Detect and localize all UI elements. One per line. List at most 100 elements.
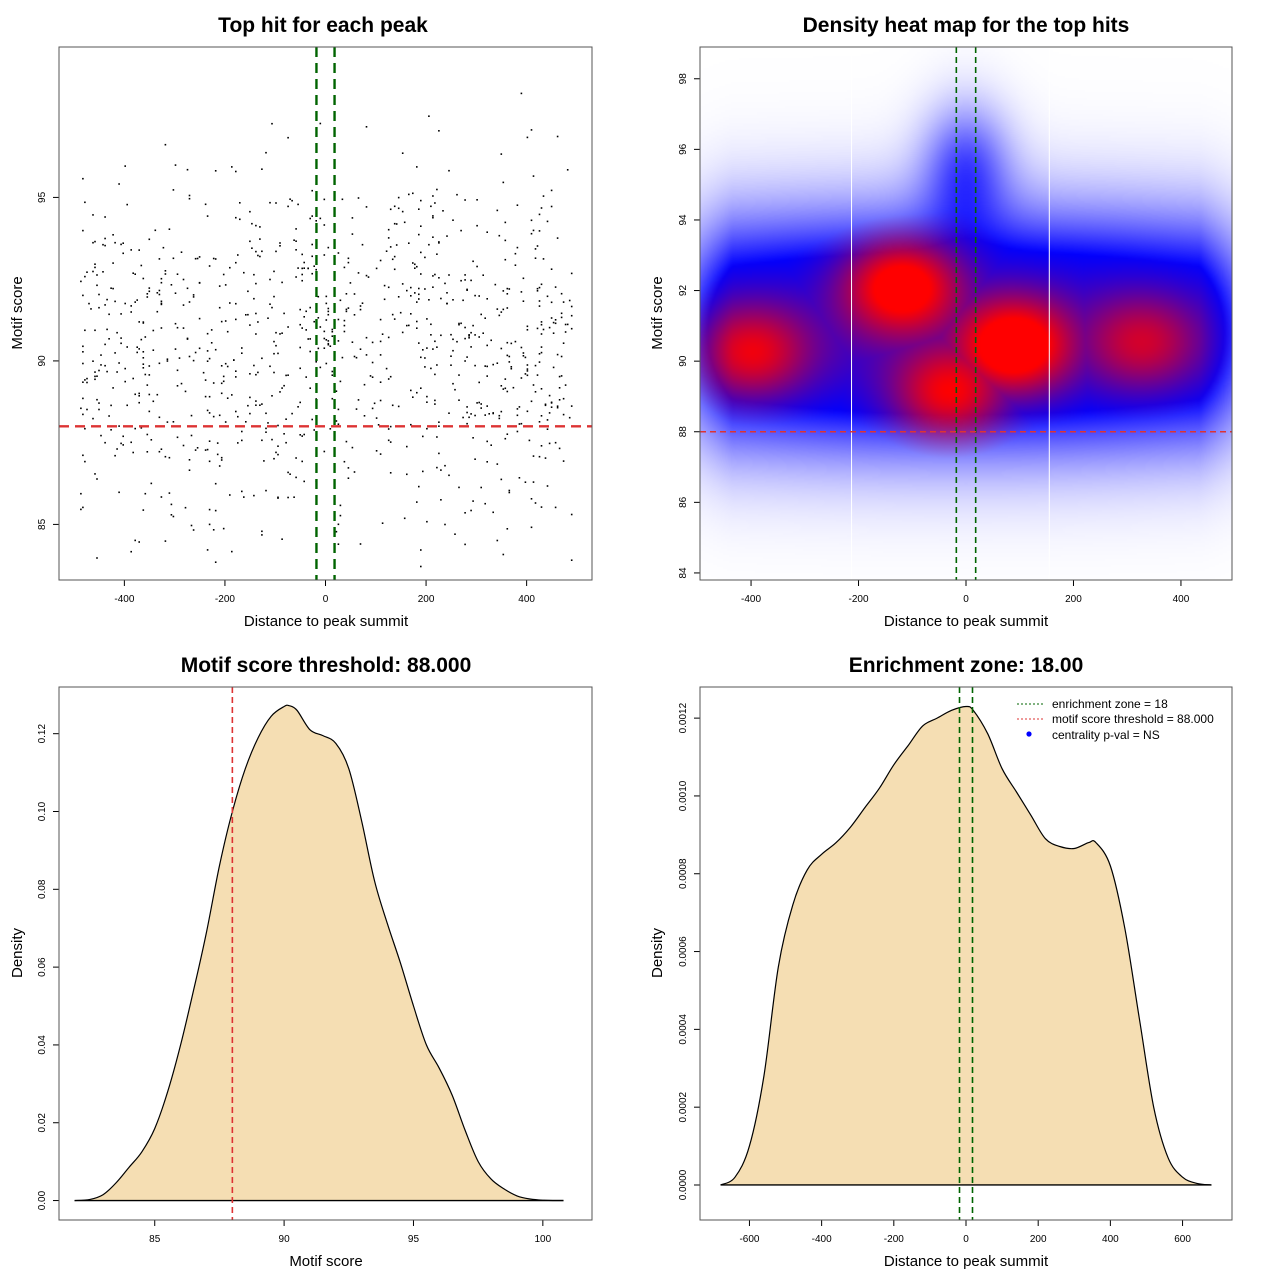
scatter-point	[446, 302, 448, 305]
y-tick-label: 0.0000	[678, 1169, 689, 1200]
scatter-point	[84, 379, 86, 381]
scatter-point	[208, 508, 211, 511]
y-tick-label: 85	[37, 518, 48, 530]
scatter-point	[438, 277, 440, 279]
scatter-point	[194, 449, 197, 451]
scatter-point	[440, 469, 442, 471]
scatter-point	[440, 334, 442, 337]
scatter-point	[369, 375, 372, 377]
scatter-point	[192, 529, 195, 531]
scatter-point	[279, 333, 281, 335]
scatter-point	[383, 284, 386, 287]
scatter-point	[243, 496, 245, 498]
scatter-point	[410, 423, 412, 426]
scatter-point	[206, 360, 209, 362]
scatter-point	[393, 205, 396, 208]
scatter-point	[273, 340, 275, 343]
scatter-point	[492, 363, 494, 366]
scatter-point	[295, 240, 297, 242]
scatter-point	[287, 471, 289, 474]
scatter-point	[229, 302, 231, 304]
scatter-point	[126, 203, 128, 206]
scatter-point	[554, 441, 557, 444]
scatter-point	[568, 299, 571, 302]
scatter-point	[138, 401, 140, 404]
scatter-point	[295, 249, 297, 251]
scatter-point	[526, 329, 529, 331]
density-area	[720, 706, 1212, 1185]
scatter-point	[526, 325, 529, 328]
scatter-point	[160, 327, 163, 329]
scatter-point	[498, 234, 501, 237]
scatter-point	[486, 344, 488, 347]
scatter-point	[311, 215, 313, 217]
scatter-point	[156, 310, 159, 313]
scatter-point	[190, 414, 193, 417]
scatter-point	[486, 365, 488, 368]
scatter-point	[148, 374, 151, 376]
scatter-point	[285, 418, 287, 420]
scatter-point	[206, 409, 209, 412]
scatter-point	[478, 336, 480, 338]
scatter-point	[504, 378, 507, 380]
scatter-point	[464, 326, 466, 329]
scatter-point	[544, 457, 547, 459]
scatter-point	[160, 300, 163, 303]
scatter-point	[261, 403, 263, 405]
scatter-point	[460, 322, 462, 325]
scatter-point	[540, 445, 543, 447]
scatter-point	[420, 251, 422, 254]
scatter-point	[277, 445, 279, 447]
scatter-point	[556, 405, 559, 407]
y-tick-label: 0.0004	[678, 1014, 689, 1045]
scatter-point	[118, 362, 120, 364]
scatter-point	[96, 557, 98, 559]
scatter-point	[281, 281, 283, 284]
scatter-point	[375, 450, 378, 452]
scatter-point	[164, 455, 167, 458]
scatter-point	[156, 292, 159, 294]
scatter-point	[492, 412, 494, 415]
scatter-point	[466, 288, 468, 291]
scatter-point	[142, 363, 145, 365]
scatter-point	[544, 404, 547, 407]
scatter-point	[516, 414, 519, 417]
scatter-point	[327, 340, 330, 342]
scatter-point	[110, 429, 112, 431]
scatter-point	[118, 183, 120, 185]
scatter-point	[514, 252, 517, 255]
scatter-point	[385, 250, 388, 252]
scatter-point	[104, 237, 106, 240]
scatter-point	[476, 224, 478, 227]
scatter-point	[277, 352, 279, 355]
scatter-point	[80, 508, 82, 511]
scatter-point	[486, 461, 488, 463]
scatter-point	[301, 267, 303, 270]
scatter-ylabel: Motif score	[9, 276, 26, 349]
scatter-point	[146, 296, 149, 298]
heatmap-marks: -400 -200 0 200 400 84 86 88 90 92 94 96 98	[678, 47, 1232, 605]
scatter-point	[253, 494, 255, 497]
scatter-point	[524, 373, 527, 375]
scatter-point	[361, 302, 364, 304]
scatter-point	[309, 350, 311, 353]
scatter-point	[313, 265, 315, 267]
scatter-point	[295, 276, 297, 278]
scatter-point	[337, 318, 340, 321]
scatter-point	[126, 404, 128, 407]
scatter-point	[94, 240, 96, 243]
x-tick-label: 100	[534, 1234, 551, 1245]
scatter-point	[464, 512, 466, 514]
scatter-point	[347, 261, 350, 264]
scatter-point	[168, 456, 171, 459]
scatter-point	[389, 441, 392, 443]
scatter-point	[237, 254, 239, 256]
scatter-point	[420, 273, 422, 275]
scatter-point	[470, 413, 472, 415]
scatter-point	[514, 340, 517, 343]
scatter-point	[430, 323, 432, 326]
scatter-point	[253, 297, 255, 300]
scatter-point	[138, 321, 140, 323]
scatter-point	[281, 387, 283, 389]
scatter-point	[490, 339, 492, 342]
